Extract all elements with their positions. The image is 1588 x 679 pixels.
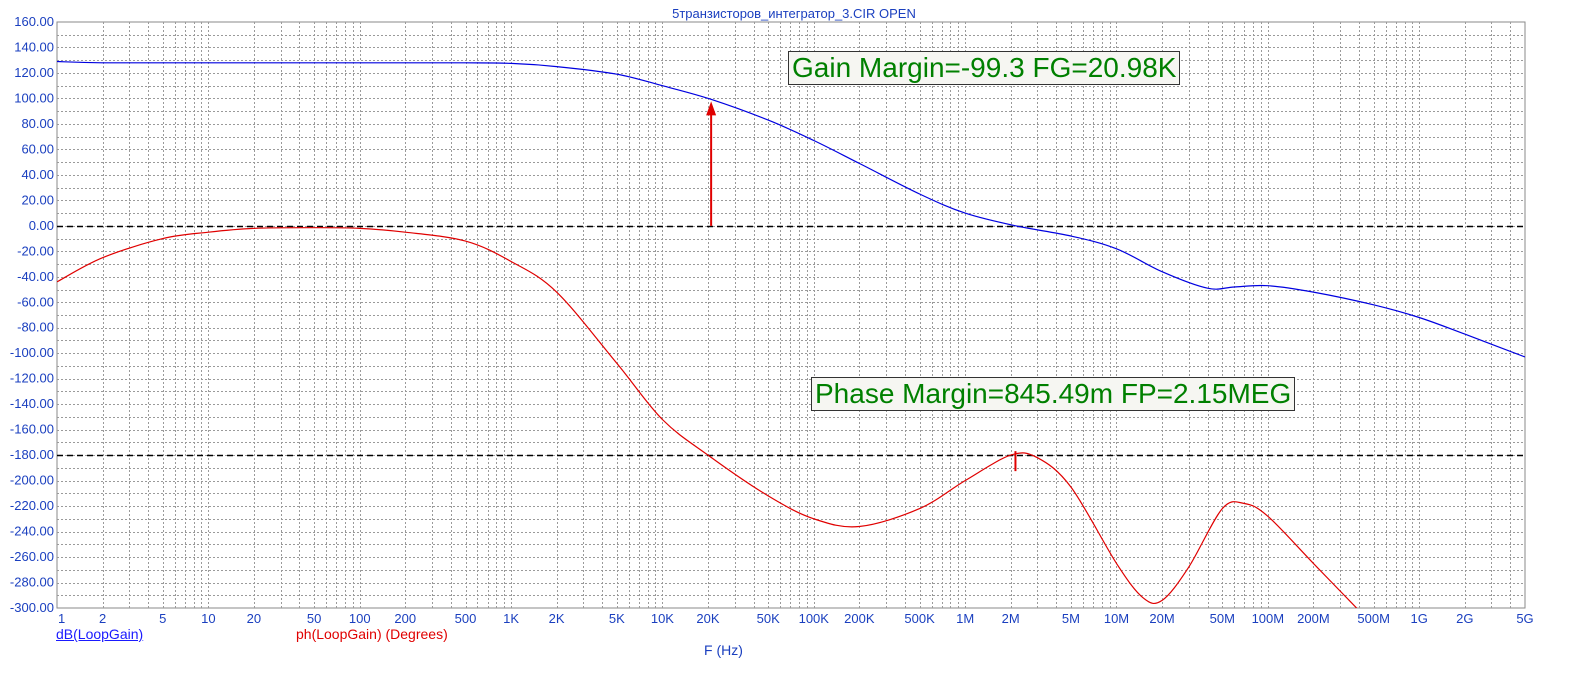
x-tick-label: 5M xyxy=(1062,611,1080,626)
x-tick-label: 50 xyxy=(307,611,321,626)
y-tick-label: 40.00 xyxy=(21,167,54,182)
x-tick-labels: 1 2 5 10 20 50 100 200 500 1K 2K 5K 10K 20K 50K 100K 200… xyxy=(58,611,1534,626)
x-axis-label: F (Hz) xyxy=(704,642,743,658)
y-tick-label: -200.00 xyxy=(10,473,54,488)
x-tick-label: 100K xyxy=(799,611,830,626)
grid xyxy=(56,21,1526,609)
x-tick-label: 500K xyxy=(904,611,935,626)
legend-ph-loopgain[interactable]: ph(LoopGain) (Degrees) xyxy=(296,626,448,642)
x-tick-label: 500 xyxy=(455,611,477,626)
chart-title: 5транзисторов_интегратор_3.CIR OPEN xyxy=(672,6,916,21)
x-tick-label: 200M xyxy=(1297,611,1330,626)
reference-lines xyxy=(57,225,1525,457)
y-tick-label: -100.00 xyxy=(10,345,54,360)
y-tick-label: -240.00 xyxy=(10,524,54,539)
x-tick-label: 10K xyxy=(651,611,674,626)
phase-margin-annotation: Phase Margin=845.49m FP=2.15MEG xyxy=(811,377,1296,411)
y-tick-label: 120.00 xyxy=(14,65,54,80)
legend-db-loopgain[interactable]: dB(LoopGain) xyxy=(56,626,144,642)
y-tick-label: -260.00 xyxy=(10,549,54,564)
x-tick-label: 1 xyxy=(58,611,65,626)
y-tick-labels: 160.00 140.00 120.00 100.00 80.00 60.00 40.00 2… xyxy=(10,14,54,615)
y-tick-label: -300.00 xyxy=(10,600,54,615)
x-tick-label: 5K xyxy=(609,611,625,626)
margin-markers xyxy=(706,101,1017,472)
y-tick-label: 140.00 xyxy=(14,39,54,54)
y-tick-label: -80.00 xyxy=(17,320,54,335)
y-tick-label: -180.00 xyxy=(10,447,54,462)
x-tick-label: 200K xyxy=(844,611,875,626)
series-lines xyxy=(57,60,1525,608)
x-tick-label: 5G xyxy=(1516,611,1533,626)
x-tick-label: 50M xyxy=(1210,611,1235,626)
x-tick-label: 50K xyxy=(757,611,780,626)
gain-margin-arrowhead xyxy=(706,101,717,116)
y-tick-label: 100.00 xyxy=(14,90,54,105)
y-tick-label: -160.00 xyxy=(10,422,54,437)
x-tick-label: 20M xyxy=(1149,611,1174,626)
x-tick-label: 500M xyxy=(1357,611,1390,626)
x-tick-label: 20K xyxy=(696,611,719,626)
x-tick-label: 100M xyxy=(1252,611,1285,626)
series-line-db-loopgain xyxy=(57,60,1525,358)
y-tick-label: 20.00 xyxy=(21,192,54,207)
x-tick-label: 20 xyxy=(247,611,261,626)
y-tick-label: -220.00 xyxy=(10,498,54,513)
x-tick-label: 2K xyxy=(549,611,565,626)
x-tick-label: 2M xyxy=(1002,611,1020,626)
y-tick-label: -20.00 xyxy=(17,243,54,258)
y-tick-label: -280.00 xyxy=(10,575,54,590)
x-tick-label: 200 xyxy=(394,611,416,626)
y-tick-label: 80.00 xyxy=(21,116,54,131)
x-tick-label: 10M xyxy=(1104,611,1129,626)
y-tick-label: -120.00 xyxy=(10,371,54,386)
x-tick-label: 1K xyxy=(503,611,519,626)
series-line-ph-loopgain xyxy=(57,227,1358,608)
y-tick-label: -40.00 xyxy=(17,269,54,284)
y-tick-label: -140.00 xyxy=(10,396,54,411)
x-tick-label: 2G xyxy=(1456,611,1473,626)
x-tick-label: 2 xyxy=(99,611,106,626)
x-tick-label: 5 xyxy=(159,611,166,626)
y-tick-label: 60.00 xyxy=(21,141,54,156)
y-tick-label: -60.00 xyxy=(17,294,54,309)
x-tick-label: 100 xyxy=(349,611,371,626)
y-tick-label: 0.00 xyxy=(29,218,54,233)
x-tick-label: 1M xyxy=(956,611,974,626)
gain-margin-annotation: Gain Margin=-99.3 FG=20.98K xyxy=(788,51,1181,85)
x-tick-label: 10 xyxy=(201,611,215,626)
y-tick-label: 160.00 xyxy=(14,14,54,29)
x-tick-label: 1G xyxy=(1411,611,1428,626)
